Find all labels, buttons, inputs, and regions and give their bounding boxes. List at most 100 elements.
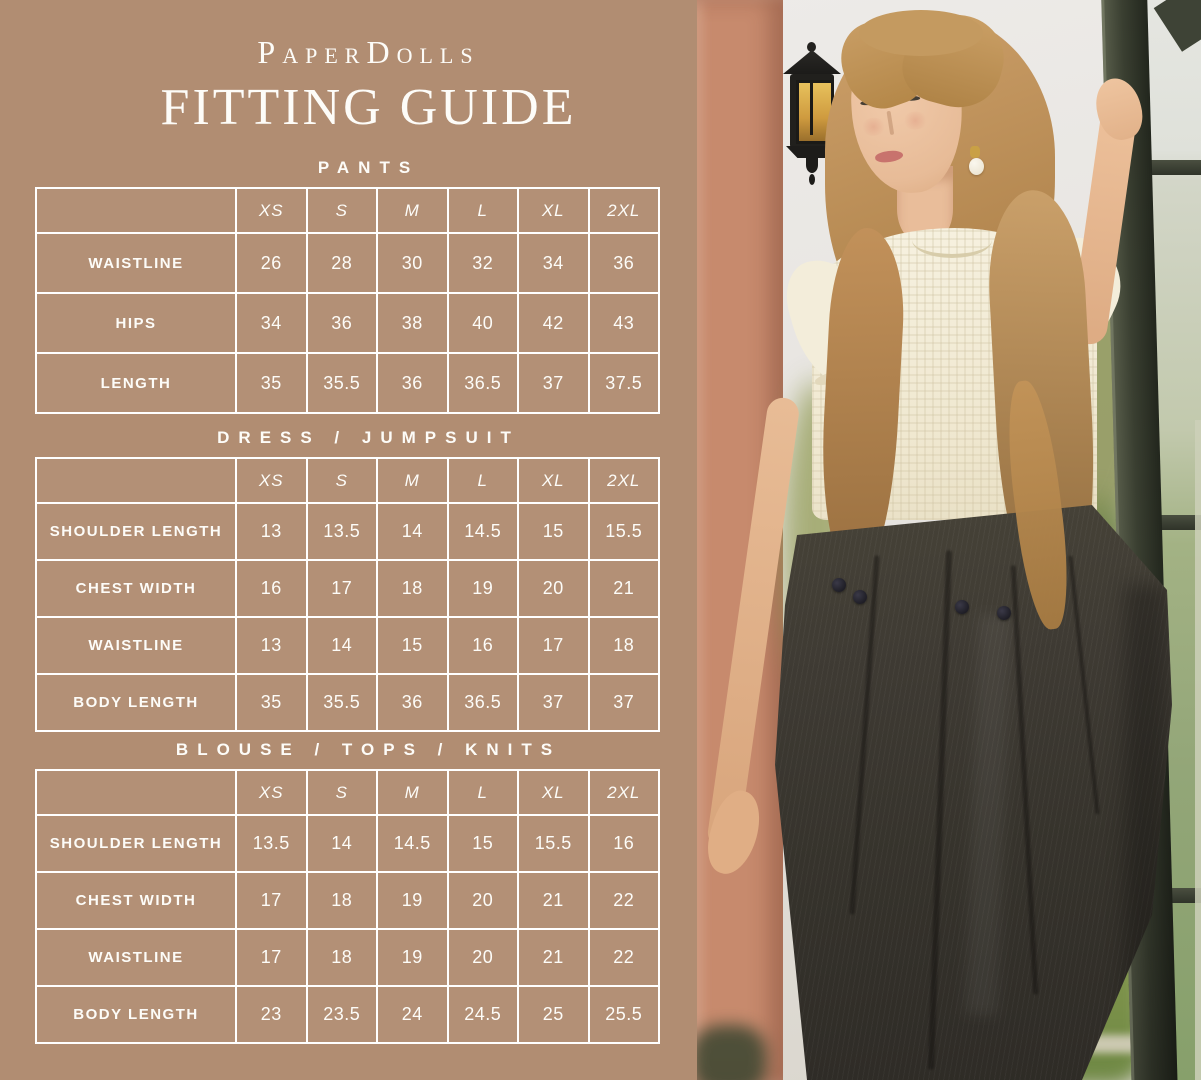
size-value: 24.5 [446, 985, 519, 1044]
size-value: 35.5 [305, 352, 378, 414]
size-value: 34 [235, 292, 308, 354]
size-column-header: XS [235, 187, 308, 234]
size-value: 16 [446, 616, 519, 675]
size-value: 21 [517, 871, 590, 930]
trouser-pleat [1010, 565, 1039, 995]
measurement-row: CHEST WIDTH 16 17 18 19 20 21 [35, 559, 660, 618]
trouser-pleat [1068, 555, 1100, 815]
size-value: 21 [587, 559, 660, 618]
section-heading-pants: PANTS [317, 158, 420, 177]
size-value: 36.5 [446, 673, 519, 732]
size-column-header: 2XL [587, 769, 660, 816]
size-value: 37 [587, 673, 660, 732]
pants-size-table: XS S M L XL 2XL WAISTLINE 26 28 30 32 34 36 HIPS 34 36 3… [35, 187, 660, 414]
size-value: 32 [446, 232, 519, 294]
size-value: 35 [235, 673, 308, 732]
size-value: 37 [517, 352, 590, 414]
size-value: 30 [376, 232, 449, 294]
size-value: 19 [376, 928, 449, 987]
size-value: 13 [235, 502, 308, 561]
section-heading-dress-jumpsuit: DRESS / JUMPSUIT [217, 428, 520, 447]
waistband-button [955, 600, 969, 614]
corner-cell [35, 769, 237, 816]
measurement-row: SHOULDER LENGTH 13.5 14 14.5 15 15.5 16 [35, 814, 660, 873]
size-value: 14 [305, 616, 378, 675]
size-column-header: XL [517, 187, 590, 234]
size-value: 20 [446, 928, 519, 987]
waistband-button [997, 606, 1011, 620]
size-column-header: 2XL [587, 187, 660, 234]
measurement-label: WAISTLINE [35, 616, 237, 675]
measurement-label: WAISTLINE [35, 232, 237, 294]
size-value: 18 [376, 559, 449, 618]
measurement-label: WAISTLINE [35, 928, 237, 987]
lamp-glass-bar [810, 83, 813, 135]
size-value: 22 [587, 928, 660, 987]
lips [874, 149, 904, 164]
size-column-header: S [305, 187, 378, 234]
measurement-label: HIPS [35, 292, 237, 354]
dark-shrub [697, 1025, 767, 1080]
measurement-row: SHOULDER LENGTH 13 13.5 14 14.5 15 15.5 [35, 502, 660, 561]
size-value: 16 [235, 559, 308, 618]
size-header-row: XS S M L XL 2XL [35, 769, 660, 816]
dress-jumpsuit-size-table: XS S M L XL 2XL SHOULDER LENGTH 13 13.5 14 14.5 15 1… [35, 457, 660, 732]
size-header-row: XS S M L XL 2XL [35, 187, 660, 234]
size-value: 17 [235, 871, 308, 930]
window-outer-edge [1195, 420, 1201, 1080]
measurement-label: CHEST WIDTH [35, 559, 237, 618]
waistband-button [853, 590, 867, 604]
size-value: 36.5 [446, 352, 519, 414]
size-value: 36 [305, 292, 378, 354]
blush [860, 117, 887, 137]
size-value: 23.5 [305, 985, 378, 1044]
size-value: 13.5 [235, 814, 308, 873]
charcoal-pleated-trousers [775, 505, 1172, 1080]
corner-cell [35, 187, 237, 234]
size-value: 17 [305, 559, 378, 618]
size-value: 15 [517, 502, 590, 561]
trouser-pleat [927, 550, 953, 1070]
blush [901, 110, 929, 131]
size-guide-panel: PaperDolls FITTING GUIDE PANTS XS S M L XL 2X… [35, 34, 660, 1044]
size-value: 37 [517, 673, 590, 732]
section-heading-blouse-tops-knits: BLOUSE / TOPS / KNITS [175, 740, 562, 759]
size-value: 14 [376, 502, 449, 561]
measurement-label: CHEST WIDTH [35, 871, 237, 930]
model-hair-top [859, 10, 983, 56]
size-value: 19 [376, 871, 449, 930]
size-value: 18 [587, 616, 660, 675]
trouser-pleat [849, 555, 880, 915]
size-value: 20 [446, 871, 519, 930]
measurement-label: BODY LENGTH [35, 673, 237, 732]
size-value: 22 [587, 871, 660, 930]
size-column-header: L [446, 457, 519, 504]
blouse-tops-knits-size-table: XS S M L XL 2XL SHOULDER LENGTH 13.5 14 14.5 15 15.… [35, 769, 660, 1044]
measurement-row: WAISTLINE 26 28 30 32 34 36 [35, 232, 660, 294]
corner-cell [35, 457, 237, 504]
measurement-row: WAISTLINE 17 18 19 20 21 22 [35, 928, 660, 987]
size-column-header: XL [517, 769, 590, 816]
brand-name: PaperDolls [257, 34, 480, 70]
measurement-label: SHOULDER LENGTH [35, 814, 237, 873]
size-column-header: 2XL [587, 457, 660, 504]
measurement-label: BODY LENGTH [35, 985, 237, 1044]
size-column-header: M [376, 187, 449, 234]
size-column-header: S [305, 769, 378, 816]
size-column-header: S [305, 457, 378, 504]
size-column-header: L [446, 769, 519, 816]
lamp-finial [806, 157, 818, 173]
size-column-header: L [446, 187, 519, 234]
size-value: 43 [587, 292, 660, 354]
size-value: 34 [517, 232, 590, 294]
size-value: 15.5 [517, 814, 590, 873]
size-value: 23 [235, 985, 308, 1044]
size-value: 14 [305, 814, 378, 873]
size-value: 13 [235, 616, 308, 675]
size-value: 13.5 [305, 502, 378, 561]
size-value: 16 [587, 814, 660, 873]
lamp-knob [807, 42, 816, 52]
size-value: 37.5 [587, 352, 660, 414]
size-value: 24 [376, 985, 449, 1044]
